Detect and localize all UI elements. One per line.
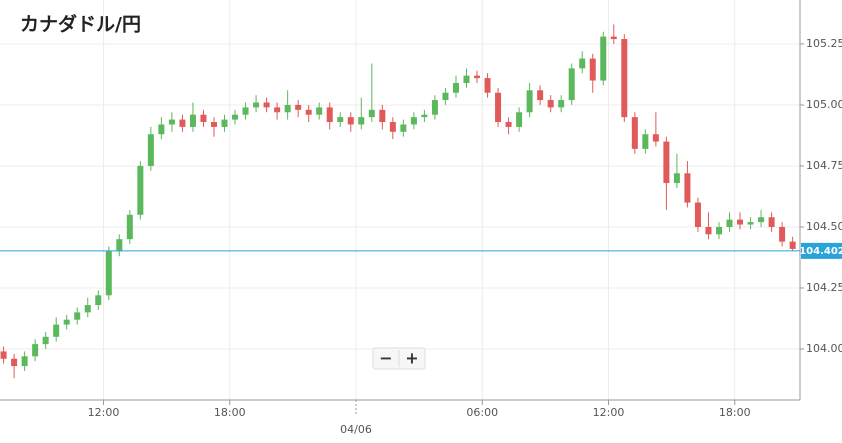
candle-body — [642, 134, 649, 149]
candle-body — [610, 36, 617, 40]
candle-body — [526, 90, 533, 113]
x-tick-label: 04/06 — [340, 423, 372, 436]
candle-body — [210, 122, 217, 127]
x-tick-label: 06:00 — [466, 406, 498, 419]
candles — [0, 24, 796, 379]
candle-body — [505, 122, 512, 127]
candle-body — [84, 305, 91, 313]
candle-body — [663, 141, 670, 184]
y-tick-label: 104.750 — [806, 159, 842, 172]
candle-body — [284, 104, 291, 113]
candle-body — [389, 122, 396, 132]
candle-body — [600, 36, 607, 81]
candle-body — [263, 102, 270, 108]
candle-body — [705, 226, 712, 235]
candle-body — [474, 75, 481, 79]
candle-body — [168, 119, 175, 125]
candle-body — [295, 104, 302, 110]
candle-body — [758, 217, 765, 223]
candle-body — [253, 102, 260, 108]
current-price-label: 104.402 — [799, 246, 842, 257]
candle-body — [274, 107, 281, 113]
candle-body — [358, 117, 365, 125]
x-tick-label: 18:00 — [719, 406, 751, 419]
candle-body — [379, 109, 386, 123]
candle-body — [21, 356, 28, 367]
candle-body — [200, 114, 207, 123]
candle-body — [715, 226, 722, 235]
candle-body — [0, 351, 7, 359]
candle-body — [463, 75, 470, 83]
candle-body — [768, 217, 775, 227]
candle-body — [779, 226, 786, 242]
grid — [0, 0, 800, 400]
candle-body — [558, 100, 565, 108]
candle-body — [537, 90, 544, 101]
candle-body — [442, 92, 449, 101]
candle-body — [726, 219, 733, 227]
zoom-out-button[interactable]: − — [379, 349, 392, 368]
candle-body — [221, 119, 228, 127]
candle-body — [431, 100, 438, 115]
candle-body — [116, 239, 123, 252]
candle-body — [421, 114, 428, 118]
candle-body — [316, 107, 323, 115]
candle-body — [516, 112, 523, 127]
candle-body — [11, 358, 18, 367]
candle-body — [747, 222, 754, 225]
zoom-in-button[interactable]: + — [405, 349, 418, 368]
candle-body — [484, 78, 491, 93]
candle-body — [63, 319, 70, 325]
candle-body — [694, 202, 701, 227]
candle-body — [495, 92, 502, 123]
y-tick-label: 104.250 — [806, 281, 842, 294]
candle-body — [326, 107, 333, 123]
candle-body — [105, 251, 112, 296]
candle-body — [232, 114, 239, 120]
current-price-box — [801, 242, 842, 259]
candle-body — [32, 344, 39, 357]
candle-body — [305, 109, 312, 115]
candle-body — [74, 312, 81, 320]
candle-body — [347, 117, 354, 125]
candle-body — [337, 117, 344, 123]
y-tick-label: 105.000 — [806, 98, 842, 111]
candle-body — [400, 124, 407, 132]
candle-body — [126, 214, 133, 240]
x-tick-label: 12:00 — [593, 406, 625, 419]
candle-body — [410, 117, 417, 125]
candle-body — [42, 336, 49, 345]
candle-body — [673, 173, 680, 184]
chart-title: カナダドル/円 — [20, 13, 141, 36]
candle-body — [579, 58, 586, 69]
candle-body — [368, 109, 375, 118]
candle-body — [179, 119, 186, 127]
candle-body — [242, 107, 249, 115]
candle-body — [147, 134, 154, 166]
zoom-controls: − + — [372, 347, 426, 370]
candle-body — [137, 165, 144, 215]
candle-body — [547, 100, 554, 108]
candle-body — [95, 295, 102, 306]
candle-body — [452, 82, 459, 93]
candle-body — [684, 173, 691, 203]
candle-body — [53, 324, 60, 337]
candle-body — [737, 219, 744, 225]
y-tick-label: 105.250 — [806, 37, 842, 50]
candle-body — [568, 68, 575, 101]
candle-body — [189, 114, 196, 127]
candle-body — [652, 134, 659, 142]
candle-body — [789, 241, 796, 249]
y-tick-label: 104.500 — [806, 220, 842, 233]
candle-body — [631, 117, 638, 149]
x-tick-label: 18:00 — [214, 406, 246, 419]
x-tick-label: 12:00 — [88, 406, 120, 419]
candle-body — [621, 39, 628, 118]
candle-body — [589, 58, 596, 81]
y-tick-label: 104.000 — [806, 342, 842, 355]
candle-body — [158, 124, 165, 135]
